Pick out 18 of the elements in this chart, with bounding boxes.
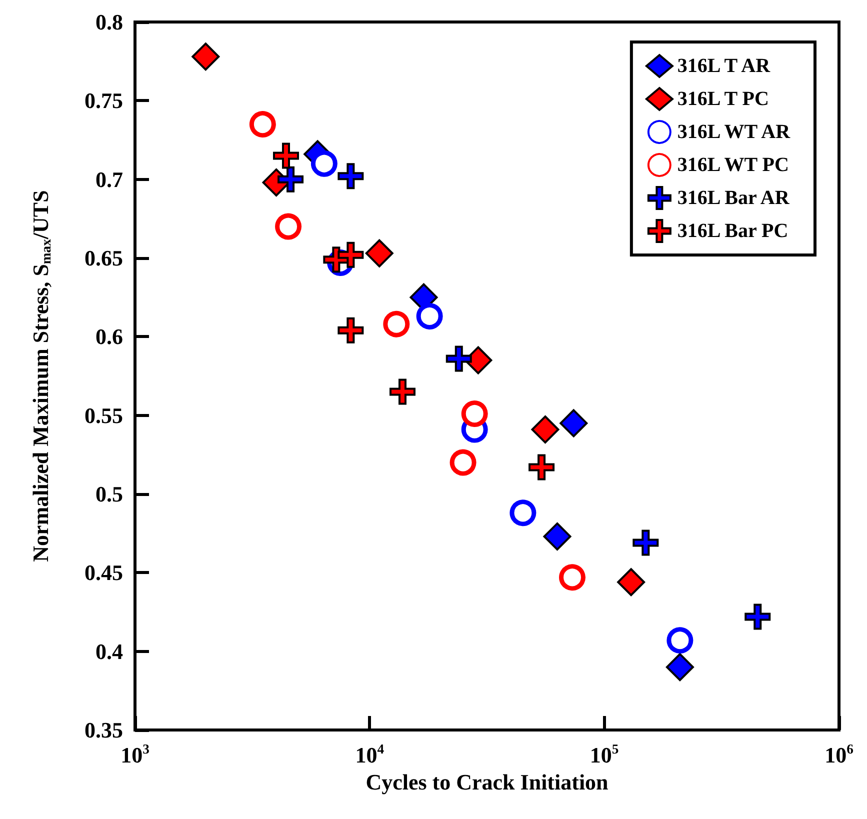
y-axis-title: Normalized Maximum Stress, Smax/UTS: [28, 190, 54, 562]
legend-label: 316L Bar PC: [677, 220, 788, 242]
y-tick-label: 0.8: [96, 10, 123, 34]
y-tick-label: 0.4: [96, 638, 123, 664]
x-axis-title: Cycles to Crack Initiation: [366, 769, 608, 794]
y-tick-label: 0.6: [96, 324, 123, 350]
legend-label: 316L WT PC: [677, 154, 789, 176]
legend-label: 316L Bar AR: [677, 187, 790, 209]
legend-label: 316L T AR: [677, 55, 771, 77]
y-tick-label: 0.75: [84, 88, 123, 114]
y-tick-label: 0.7: [96, 166, 123, 192]
y-tick-label: 0.45: [84, 560, 123, 586]
y-tick-label: 0.55: [84, 402, 123, 428]
y-tick-label: 0.35: [84, 718, 123, 742]
legend-label: 316L T PC: [677, 88, 769, 110]
y-tick-label: 0.5: [96, 482, 123, 506]
y-tick-label: 0.65: [84, 246, 123, 270]
legend-label: 316L WT AR: [677, 121, 791, 143]
